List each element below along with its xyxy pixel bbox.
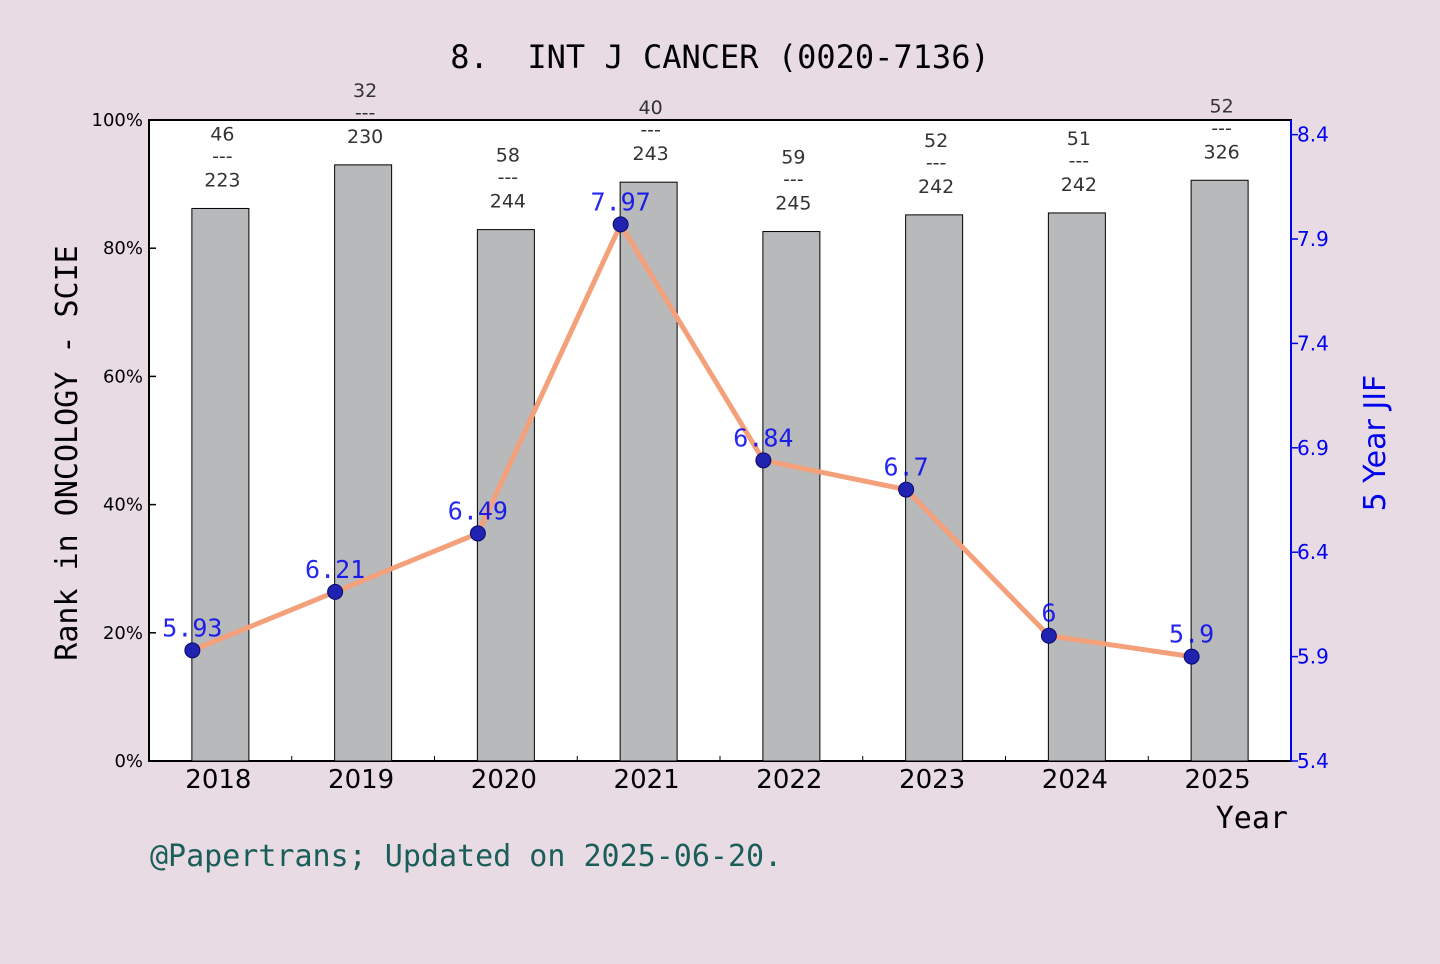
jif-value-label: 6.21 (305, 555, 365, 584)
jif-value-label: 7.97 (591, 187, 651, 216)
y2-tick-label: 8.4 (1297, 123, 1329, 147)
bar-2018 (191, 207, 250, 762)
bar-2019 (334, 164, 393, 762)
jif-value-label: 6.84 (733, 423, 793, 452)
y-tick-label: 100% (92, 110, 143, 131)
bar-2025 (1190, 179, 1249, 762)
rank-label-total: 242 (1061, 174, 1097, 196)
rank-label-total: 223 (204, 169, 240, 191)
rank-label-rank: 52 (924, 130, 948, 152)
jif-value-label: 5.9 (1169, 620, 1214, 649)
rank-label-total: 245 (775, 193, 811, 215)
rank-label-rank: 58 (496, 145, 520, 167)
rank-label-separator: --- (355, 102, 376, 124)
x-axis-label: Year (1216, 801, 1288, 836)
x-tick-label: 2018 (185, 765, 251, 795)
jif-point-2019 (327, 583, 344, 600)
rank-label-separator: --- (1069, 150, 1090, 172)
jif-value-label: 6.49 (448, 496, 508, 525)
y2-tick-label: 6.9 (1297, 436, 1329, 460)
y-tick-label: 0% (114, 751, 143, 772)
rank-label-total: 242 (918, 176, 954, 198)
x-tick-label: 2022 (756, 765, 822, 795)
rank-label-rank: 52 (1210, 95, 1234, 117)
bars-layer (191, 164, 1249, 762)
line-layer: 5.93 6.21 6.49 7.97 6.84 6.7 6 5.9 (162, 187, 1214, 665)
x-tick-label: 2021 (614, 765, 680, 795)
jif-value-label: 6.7 (884, 453, 929, 482)
bar-2021 (619, 181, 678, 762)
plot-area (148, 119, 1292, 762)
x-tick-label: 2024 (1042, 765, 1108, 795)
y2-tick-label: 5.4 (1297, 749, 1329, 773)
x-tick-label: 2019 (328, 765, 394, 795)
jif-point-2021 (612, 216, 629, 233)
rank-label-separator: --- (640, 119, 661, 141)
rank-label-total: 244 (490, 191, 526, 213)
y-tick-label: 20% (103, 623, 143, 644)
y2-tick-label: 7.9 (1297, 227, 1329, 251)
rank-label-separator: --- (212, 145, 233, 167)
y-tick-label: 60% (103, 366, 143, 387)
footer-note: @Papertrans; Updated on 2025-06-20. (150, 839, 782, 874)
jif-point-2022 (755, 452, 772, 469)
jif-point-2018 (184, 642, 201, 659)
rank-label-total: 243 (632, 143, 668, 165)
y2-tick-label: 7.4 (1297, 331, 1329, 355)
bar-2022 (762, 231, 821, 762)
rank-label-rank: 59 (781, 147, 805, 169)
rank-label-total: 230 (347, 126, 383, 148)
jif-line (191, 221, 1192, 660)
rank-label-rank: 32 (353, 80, 377, 102)
y2-tick-label: 5.9 (1297, 645, 1329, 669)
rank-label-rank: 46 (210, 123, 234, 145)
rank-label-separator: --- (498, 167, 519, 189)
bar-2024 (1047, 212, 1106, 762)
bar-2023 (905, 214, 964, 762)
x-tick-label: 2023 (899, 765, 965, 795)
rank-label-separator: --- (1211, 117, 1232, 139)
jif-point-2020 (469, 525, 486, 542)
jif-point-2025 (1183, 648, 1200, 665)
y-tick-label: 80% (103, 238, 143, 259)
rank-label-rank: 40 (639, 97, 663, 119)
rank-label-total: 326 (1203, 141, 1239, 163)
jif-value-label: 6 (1041, 599, 1056, 628)
rank-label-separator: --- (926, 152, 947, 174)
jif-point-2024 (1040, 627, 1057, 644)
axes-layer: 0% 20% 40% 60% 80% 100% 5.4 5.9 6.4 6.9 7.4 7.9 8.4 2… (92, 110, 1329, 795)
jif-value-label: 5.93 (162, 613, 222, 642)
y2-axis-label: 5 Year JIF (1358, 375, 1393, 512)
rank-label-separator: --- (783, 169, 804, 191)
rank-label-rank: 51 (1067, 128, 1091, 150)
x-tick-label: 2025 (1185, 765, 1251, 795)
bar-2020 (476, 229, 535, 762)
jif-point-2023 (898, 481, 915, 498)
x-tick-label: 2020 (471, 765, 537, 795)
y-tick-label: 40% (103, 495, 143, 516)
chart-title: 8. INT J CANCER (0020-7136) (450, 38, 989, 76)
y2-tick-label: 6.4 (1297, 540, 1329, 564)
y-axis-label: Rank in ONCOLOGY - SCIE (50, 245, 85, 660)
